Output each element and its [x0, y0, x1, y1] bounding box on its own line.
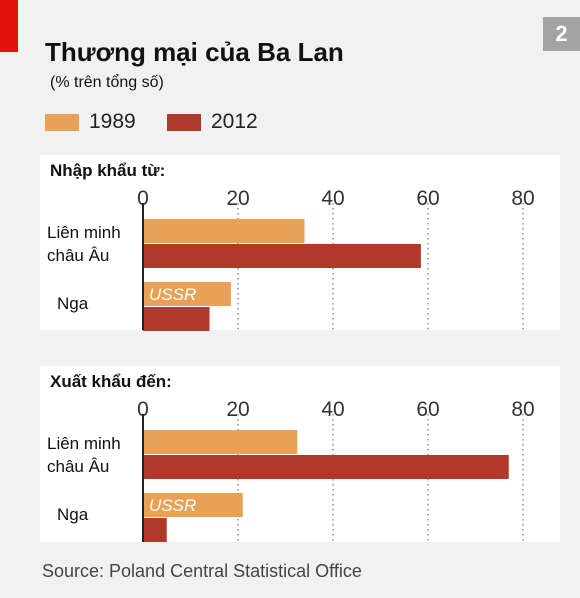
exports-category-label-eu-line2: châu Âu: [47, 457, 109, 476]
chart-subtitle: (% trên tổng số): [50, 74, 164, 91]
imports-bar-inner-label-russia: USSR: [149, 285, 196, 304]
imports-tick-label-80: 80: [511, 187, 534, 210]
chart-number-badge: 2: [543, 17, 580, 51]
imports-category-label-eu-line1: Liên minh: [47, 223, 121, 242]
exports-bar-eu-2012: [143, 455, 509, 479]
imports-bar-russia-2012: [143, 307, 210, 331]
imports-bar-russia-1989: [143, 282, 231, 306]
legend-item-2012: 2012: [167, 110, 258, 134]
imports-category-label-russia-line1: Nga: [57, 294, 89, 313]
exports-category-label-russia-line1: Nga: [57, 505, 89, 524]
imports-tick-label-20: 20: [226, 187, 249, 210]
exports-category-label-eu-line1: Liên minh: [47, 434, 121, 453]
exports-tick-label-0: 0: [137, 398, 149, 421]
accent-tab: [0, 0, 18, 52]
exports-tick-label-40: 40: [321, 398, 344, 421]
legend-label-2012: 2012: [211, 110, 258, 133]
exports-bar-russia-1989: [143, 493, 243, 517]
source-note: Source: Poland Central Statistical Offic…: [42, 561, 362, 581]
legend-swatch-2012: [167, 113, 201, 131]
exports-tick-label-80: 80: [511, 398, 534, 421]
exports-title: Xuất khẩu đến:: [50, 372, 172, 391]
imports-tick-label-60: 60: [416, 187, 439, 210]
exports-panel: [40, 366, 560, 542]
exports-bar-russia-2012: [143, 518, 167, 542]
exports-tick-label-20: 20: [226, 398, 249, 421]
exports-bar-eu-1989: [143, 430, 298, 454]
exports-tick-label-60: 60: [416, 398, 439, 421]
imports-title: Nhập khẩu từ:: [50, 161, 165, 180]
legend-label-1989: 1989: [89, 110, 136, 133]
imports-category-label-eu-line2: châu Âu: [47, 246, 109, 265]
legend-swatch-1989: [45, 113, 79, 131]
chart-title: Thương mại của Ba Lan: [45, 37, 344, 67]
imports-tick-label-40: 40: [321, 187, 344, 210]
imports-tick-label-0: 0: [137, 187, 149, 210]
legend-item-1989: 1989: [45, 110, 136, 134]
exports-bar-inner-label-russia: USSR: [149, 496, 196, 515]
imports-bar-eu-1989: [143, 219, 305, 243]
imports-bar-eu-2012: [143, 244, 421, 268]
